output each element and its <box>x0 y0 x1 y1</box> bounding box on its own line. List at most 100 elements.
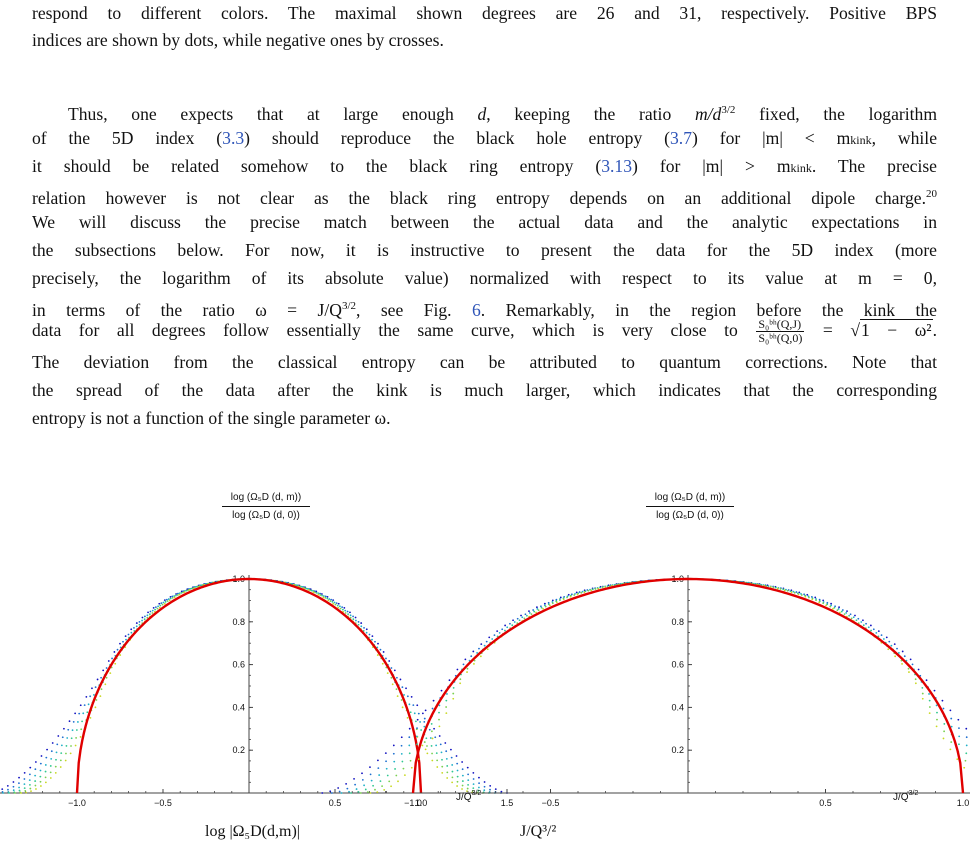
data-point <box>830 602 833 605</box>
reference-curve <box>75 577 423 794</box>
data-point <box>825 604 827 607</box>
data-point <box>472 771 475 774</box>
data-point <box>804 595 807 598</box>
eq-ref-3-7[interactable]: 3.7 <box>670 128 692 148</box>
data-point <box>547 601 550 604</box>
data-point <box>836 609 839 612</box>
data-point <box>321 593 323 595</box>
data-point <box>305 587 308 590</box>
data-point <box>907 667 910 670</box>
data-point <box>509 622 511 625</box>
data-point <box>438 718 440 721</box>
data-point <box>841 609 844 611</box>
data-point <box>377 767 380 770</box>
data-point <box>138 620 141 623</box>
data-point <box>416 718 419 721</box>
data-point <box>839 611 841 614</box>
data-point <box>900 659 903 662</box>
data-point <box>324 597 327 599</box>
data-point <box>366 791 369 793</box>
data-point <box>536 608 539 610</box>
data-point <box>169 597 172 600</box>
data-point <box>882 638 885 640</box>
data-point <box>958 727 960 730</box>
fig-ref-6[interactable]: 6 <box>471 300 481 320</box>
data-point <box>310 589 313 592</box>
data-point <box>45 756 48 759</box>
data-point <box>941 699 944 702</box>
eq-ref-3-3[interactable]: 3.3 <box>222 128 245 148</box>
data-point <box>583 591 586 594</box>
data-point <box>144 615 146 618</box>
data-point <box>594 588 597 590</box>
data-point <box>154 608 157 611</box>
eq-ref-3-13[interactable]: 3.13 <box>601 156 633 176</box>
data-point <box>193 587 196 589</box>
data-point <box>846 610 848 613</box>
data-point <box>349 611 351 614</box>
data-point <box>551 602 554 605</box>
data-point <box>772 586 775 589</box>
data-point <box>486 648 489 651</box>
data-point <box>464 658 467 661</box>
data-point <box>388 780 391 783</box>
data-point <box>800 594 803 596</box>
data-point <box>590 589 593 592</box>
data-point <box>354 783 357 786</box>
data-point <box>606 585 609 588</box>
data-point <box>74 712 77 715</box>
data-point <box>89 716 92 719</box>
data-point <box>426 752 429 755</box>
data-point <box>359 792 362 794</box>
data-point <box>146 614 149 617</box>
data-point <box>302 587 305 589</box>
data-point <box>872 628 875 631</box>
data-point <box>935 704 938 707</box>
data-point <box>838 606 840 609</box>
data-point <box>850 617 853 620</box>
data-point <box>146 616 149 619</box>
data-point <box>1 788 4 791</box>
data-point <box>59 759 62 762</box>
data-point <box>190 587 193 590</box>
data-point <box>18 776 20 779</box>
y-tick-label: 0.6 <box>671 660 684 670</box>
y-tick-label: 0.8 <box>671 617 684 627</box>
data-point <box>376 646 379 649</box>
data-point <box>854 614 856 617</box>
data-point <box>488 636 491 639</box>
data-point <box>843 613 846 616</box>
data-point <box>523 617 526 620</box>
data-point <box>421 712 424 715</box>
data-point <box>840 610 843 613</box>
data-point <box>430 723 433 725</box>
data-point <box>369 766 371 768</box>
paragraph-line-1: Thus, one expects that at large enough d… <box>68 104 937 124</box>
data-point <box>928 706 931 708</box>
data-point <box>116 648 119 651</box>
data-point <box>456 775 459 778</box>
data-point <box>72 720 75 723</box>
data-point <box>346 610 349 613</box>
data-point <box>141 616 144 619</box>
data-point <box>75 737 78 739</box>
data-point <box>830 604 833 607</box>
data-point <box>406 716 409 719</box>
data-point <box>444 742 447 744</box>
left-ylabel: log (Ω₅D (d, m)) log (Ω₅D (d, 0)) <box>222 492 310 521</box>
data-point <box>837 608 840 610</box>
footnote-mark[interactable]: 20 <box>926 188 937 200</box>
x-tick-label: −0.5 <box>542 798 560 808</box>
data-point <box>400 752 403 755</box>
data-point <box>401 706 404 709</box>
data-point <box>769 586 772 588</box>
data-point <box>156 607 159 610</box>
data-point <box>34 780 37 782</box>
data-point <box>446 771 449 774</box>
data-point <box>385 657 387 660</box>
data-point <box>949 748 952 751</box>
data-point <box>114 662 117 665</box>
data-point <box>333 601 336 604</box>
data-point <box>330 598 333 601</box>
data-point <box>798 591 801 594</box>
